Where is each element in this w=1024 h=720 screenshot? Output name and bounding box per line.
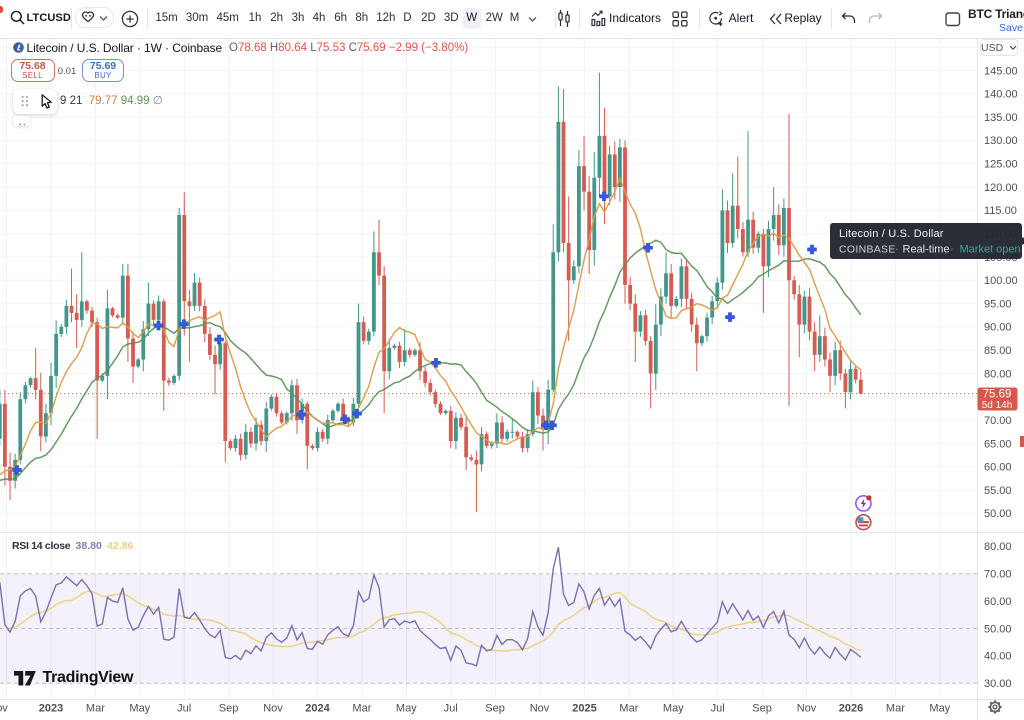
svg-text:80.00: 80.00 bbox=[984, 541, 1012, 553]
svg-text:85.00: 85.00 bbox=[984, 345, 1012, 357]
svg-text:Nov: Nov bbox=[263, 703, 283, 715]
svg-text:120.00: 120.00 bbox=[984, 182, 1018, 194]
svg-text:5d 14h: 5d 14h bbox=[982, 400, 1013, 411]
svg-text:145.00: 145.00 bbox=[984, 65, 1018, 77]
svg-text:COINBASE: COINBASE bbox=[839, 244, 896, 256]
svg-text:135.00: 135.00 bbox=[984, 112, 1018, 124]
svg-text:125.00: 125.00 bbox=[984, 159, 1018, 171]
svg-text:May: May bbox=[663, 703, 684, 715]
svg-text:Jul: Jul bbox=[177, 703, 191, 715]
svg-text:70.00: 70.00 bbox=[984, 569, 1012, 581]
svg-text:·: · bbox=[895, 244, 899, 256]
svg-text:65.00: 65.00 bbox=[984, 438, 1012, 450]
svg-text:Jul: Jul bbox=[444, 703, 458, 715]
svg-text:100.00: 100.00 bbox=[984, 275, 1018, 287]
svg-text:Market open: Market open bbox=[960, 244, 1021, 256]
svg-text:Mar: Mar bbox=[86, 703, 105, 715]
svg-text:115.00: 115.00 bbox=[984, 205, 1017, 217]
svg-text:2023: 2023 bbox=[39, 703, 63, 715]
svg-text:May: May bbox=[396, 703, 417, 715]
svg-text:2024: 2024 bbox=[305, 703, 330, 715]
svg-text:Mar: Mar bbox=[886, 703, 905, 715]
svg-text:130.00: 130.00 bbox=[984, 135, 1018, 147]
svg-text:May: May bbox=[929, 703, 950, 715]
svg-text:ov: ov bbox=[0, 703, 8, 715]
svg-text:40.00: 40.00 bbox=[984, 651, 1012, 663]
svg-text:Mar: Mar bbox=[619, 703, 638, 715]
svg-text:55.00: 55.00 bbox=[984, 485, 1012, 497]
svg-text:60.00: 60.00 bbox=[984, 596, 1012, 608]
svg-text:50.00: 50.00 bbox=[984, 508, 1012, 520]
svg-text:Mar: Mar bbox=[352, 703, 371, 715]
svg-text:Nov: Nov bbox=[797, 703, 817, 715]
svg-text:Sep: Sep bbox=[752, 703, 772, 715]
svg-text:30.00: 30.00 bbox=[984, 678, 1012, 690]
svg-text:Real-time: Real-time bbox=[903, 244, 950, 256]
svg-text:May: May bbox=[129, 703, 150, 715]
svg-text:Nov: Nov bbox=[530, 703, 550, 715]
svg-text:Sep: Sep bbox=[485, 703, 505, 715]
svg-text:70.00: 70.00 bbox=[984, 415, 1012, 427]
svg-text:90.00: 90.00 bbox=[984, 322, 1012, 334]
svg-text:75.69: 75.69 bbox=[983, 389, 1012, 401]
svg-text:Litecoin / U.S. Dollar: Litecoin / U.S. Dollar bbox=[839, 228, 944, 240]
svg-text:2026: 2026 bbox=[839, 703, 863, 715]
svg-text:Jul: Jul bbox=[711, 703, 725, 715]
svg-text:·: · bbox=[950, 244, 954, 256]
svg-text:Sep: Sep bbox=[219, 703, 239, 715]
svg-text:60.00: 60.00 bbox=[984, 462, 1012, 474]
svg-text:50.00: 50.00 bbox=[984, 623, 1012, 635]
svg-text:80.00: 80.00 bbox=[984, 368, 1012, 380]
svg-text:95.00: 95.00 bbox=[984, 298, 1012, 310]
svg-text:2025: 2025 bbox=[572, 703, 596, 715]
svg-text:140.00: 140.00 bbox=[984, 89, 1018, 101]
